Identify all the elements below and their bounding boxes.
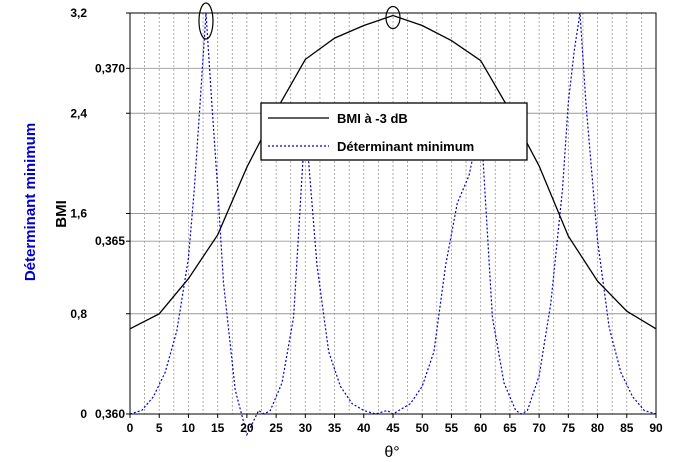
tick-labels: 0 5 10 15 20 25 30 35 40 45 50 55 60 65 70 75 80 85 90 0 0,8… [70, 6, 663, 435]
grid-lines [129, 12, 657, 415]
series-group [129, 12, 657, 437]
y-tick-label-bmi: 2,4 [70, 106, 87, 120]
y-tick-label-det: 0,360 [95, 407, 125, 421]
x-tick-label: 55 [445, 421, 459, 435]
x-tick-label: 65 [503, 421, 517, 435]
y-tick-label-bmi: 0,8 [70, 307, 87, 321]
y-axis-label-det: Déterminant minimum [22, 123, 39, 281]
legend: BMI à -3 dB Déterminant minimum [260, 102, 528, 161]
y-tick-label-bmi: 3,2 [70, 6, 87, 20]
x-tick-label: 75 [562, 421, 576, 435]
y-tick-label-det: 0,370 [95, 61, 125, 75]
x-tick-label: 30 [299, 421, 313, 435]
x-tick-label: 10 [182, 421, 196, 435]
x-tick-label: 60 [474, 421, 488, 435]
x-tick-label: 35 [328, 421, 342, 435]
x-tick-label: 15 [211, 421, 225, 435]
legend-label-bmi: BMI à -3 dB [337, 111, 408, 126]
annotations [198, 2, 401, 40]
series-line-determinant [129, 12, 657, 437]
x-tick-label: 50 [416, 421, 430, 435]
x-tick-label: 5 [156, 421, 163, 435]
x-tick-label: 45 [386, 421, 400, 435]
x-tick-label: 70 [532, 421, 546, 435]
annotation-ellipse [385, 5, 401, 30]
legend-label-det: Déterminant minimum [337, 139, 474, 154]
x-tick-label: 40 [357, 421, 371, 435]
y-tick-label-bmi: 0 [80, 407, 87, 421]
x-tick-label: 20 [240, 421, 254, 435]
x-axis-label: θ° [384, 444, 399, 461]
x-tick-label: 85 [620, 421, 634, 435]
x-tick-label: 0 [127, 421, 134, 435]
y-tick-label-det: 0,365 [95, 234, 125, 248]
series-line-bmi [129, 14, 657, 330]
legend-box [260, 102, 528, 161]
x-tick-label: 80 [591, 421, 605, 435]
y-axis-label-bmi: BMI [53, 200, 70, 228]
x-tick-label: 90 [649, 421, 663, 435]
annotation-ellipse [198, 2, 214, 40]
y-tick-label-bmi: 1,6 [70, 207, 87, 221]
x-tick-label: 25 [269, 421, 283, 435]
